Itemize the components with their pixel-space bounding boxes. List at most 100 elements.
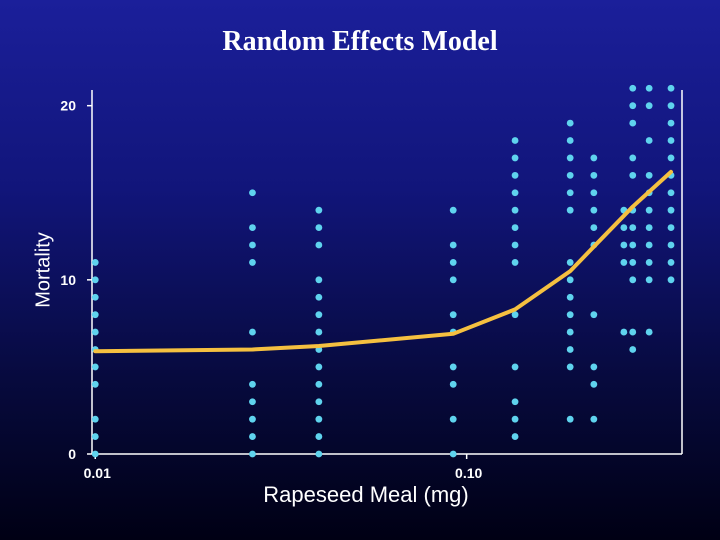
data-point bbox=[629, 346, 637, 353]
data-point bbox=[315, 206, 323, 214]
data-point bbox=[91, 293, 99, 301]
data-point bbox=[645, 102, 653, 110]
data-point bbox=[566, 259, 574, 266]
data-point bbox=[315, 224, 323, 231]
data-point bbox=[249, 433, 256, 440]
data-point bbox=[511, 415, 519, 423]
data-point bbox=[315, 293, 323, 301]
data-point bbox=[620, 224, 628, 231]
data-point bbox=[620, 241, 628, 249]
data-point bbox=[629, 276, 637, 284]
data-point bbox=[315, 328, 323, 336]
data-point bbox=[449, 276, 457, 284]
data-point bbox=[667, 102, 675, 110]
data-point bbox=[91, 276, 99, 284]
data-point bbox=[315, 433, 323, 440]
data-point bbox=[566, 363, 574, 371]
data-point bbox=[645, 276, 653, 284]
data-point bbox=[511, 241, 519, 249]
data-point bbox=[645, 328, 653, 336]
data-points bbox=[91, 84, 675, 458]
data-point bbox=[667, 84, 675, 92]
data-point bbox=[511, 398, 519, 406]
data-point bbox=[91, 380, 99, 388]
data-point bbox=[249, 380, 256, 388]
x-axis-label: Rapeseed Meal (mg) bbox=[263, 482, 469, 507]
y-tick-label: 10 bbox=[60, 272, 76, 288]
data-point bbox=[91, 259, 99, 266]
y-tick-label: 20 bbox=[60, 98, 76, 114]
data-point bbox=[449, 206, 457, 214]
fitted-curve-group bbox=[93, 169, 673, 354]
data-point bbox=[449, 259, 457, 266]
data-point bbox=[511, 433, 519, 440]
data-point bbox=[629, 84, 637, 92]
data-point bbox=[91, 311, 99, 319]
data-point bbox=[645, 241, 653, 249]
data-point bbox=[511, 171, 519, 179]
data-point bbox=[511, 189, 519, 197]
data-point bbox=[667, 137, 675, 144]
data-point bbox=[511, 363, 519, 371]
data-point bbox=[511, 154, 519, 162]
data-point bbox=[449, 415, 457, 423]
data-point bbox=[566, 311, 574, 319]
data-point bbox=[667, 119, 675, 127]
data-point bbox=[667, 276, 675, 284]
data-point bbox=[629, 102, 637, 110]
data-point bbox=[249, 259, 256, 266]
data-point bbox=[590, 363, 598, 371]
data-point bbox=[590, 380, 598, 388]
data-point bbox=[249, 398, 256, 406]
data-point bbox=[315, 311, 323, 319]
data-point bbox=[629, 224, 637, 231]
data-point bbox=[645, 259, 653, 266]
data-point bbox=[590, 415, 598, 423]
data-point bbox=[566, 415, 574, 423]
data-point bbox=[249, 241, 256, 249]
data-point bbox=[645, 84, 653, 92]
data-point bbox=[566, 206, 574, 214]
data-point bbox=[620, 259, 628, 266]
data-point bbox=[629, 154, 637, 162]
data-point bbox=[249, 189, 256, 197]
data-point bbox=[566, 276, 574, 284]
x-tick-label: 0.01 bbox=[84, 465, 111, 481]
data-point bbox=[91, 415, 99, 423]
data-point bbox=[667, 154, 675, 162]
data-point bbox=[315, 398, 323, 406]
data-point bbox=[590, 154, 598, 162]
data-point bbox=[566, 154, 574, 162]
data-point bbox=[566, 171, 574, 179]
fitted-curve bbox=[93, 169, 673, 354]
data-point bbox=[511, 206, 519, 214]
data-point bbox=[315, 415, 323, 423]
data-point bbox=[620, 328, 628, 336]
data-point bbox=[449, 450, 457, 458]
data-point bbox=[629, 259, 637, 266]
y-tick-label: 0 bbox=[68, 446, 76, 462]
data-point bbox=[629, 119, 637, 127]
data-point bbox=[629, 171, 637, 179]
axes bbox=[91, 90, 683, 455]
data-point bbox=[315, 363, 323, 371]
data-point bbox=[590, 189, 598, 197]
data-point bbox=[645, 206, 653, 214]
data-point bbox=[566, 346, 574, 353]
data-point bbox=[91, 433, 99, 440]
data-point bbox=[511, 259, 519, 266]
data-point bbox=[667, 206, 675, 214]
data-point bbox=[645, 137, 653, 144]
data-point bbox=[629, 328, 637, 336]
data-point bbox=[566, 293, 574, 301]
data-point bbox=[645, 171, 653, 179]
data-point bbox=[511, 311, 519, 319]
data-point bbox=[667, 189, 675, 197]
data-point bbox=[315, 276, 323, 284]
data-point bbox=[566, 189, 574, 197]
y-axis-label: Mortality bbox=[32, 232, 55, 308]
data-point bbox=[645, 224, 653, 231]
data-point bbox=[566, 328, 574, 336]
data-point bbox=[449, 311, 457, 319]
